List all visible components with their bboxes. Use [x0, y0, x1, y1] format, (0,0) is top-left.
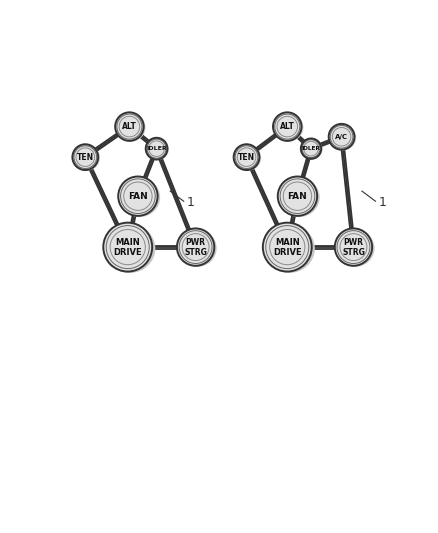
Circle shape	[118, 176, 158, 216]
Text: IDLER: IDLER	[146, 146, 167, 151]
Text: MAIN
DRIVE: MAIN DRIVE	[273, 238, 302, 256]
Text: ALT: ALT	[280, 122, 295, 131]
Circle shape	[273, 112, 301, 141]
Text: 1: 1	[379, 197, 387, 209]
Ellipse shape	[264, 224, 315, 273]
Circle shape	[146, 138, 167, 159]
Ellipse shape	[234, 145, 261, 171]
Text: FAN: FAN	[288, 192, 307, 201]
Ellipse shape	[336, 230, 374, 267]
Circle shape	[233, 144, 259, 170]
Circle shape	[335, 229, 372, 266]
Circle shape	[72, 144, 98, 170]
Ellipse shape	[73, 145, 100, 171]
Ellipse shape	[329, 125, 356, 150]
Ellipse shape	[177, 230, 217, 267]
Text: A/C: A/C	[335, 134, 348, 140]
Circle shape	[301, 139, 321, 159]
Ellipse shape	[279, 177, 320, 217]
Text: MAIN
DRIVE: MAIN DRIVE	[113, 238, 142, 256]
Text: FAN: FAN	[128, 192, 148, 201]
Text: TEN: TEN	[77, 152, 94, 161]
Circle shape	[177, 229, 214, 266]
Text: IDLER: IDLER	[301, 146, 321, 151]
Text: 1: 1	[187, 197, 195, 209]
Circle shape	[103, 223, 152, 271]
Text: TEN: TEN	[238, 152, 255, 161]
Circle shape	[328, 124, 354, 150]
Ellipse shape	[301, 139, 322, 159]
Circle shape	[115, 112, 144, 141]
Text: PWR
STRG: PWR STRG	[184, 238, 207, 256]
Circle shape	[263, 223, 312, 271]
Ellipse shape	[119, 177, 160, 217]
Ellipse shape	[146, 139, 169, 160]
Ellipse shape	[104, 224, 155, 273]
Circle shape	[278, 176, 317, 216]
Text: PWR
STRG: PWR STRG	[342, 238, 365, 256]
Text: ALT: ALT	[122, 122, 137, 131]
Ellipse shape	[273, 113, 304, 142]
Ellipse shape	[116, 113, 145, 142]
